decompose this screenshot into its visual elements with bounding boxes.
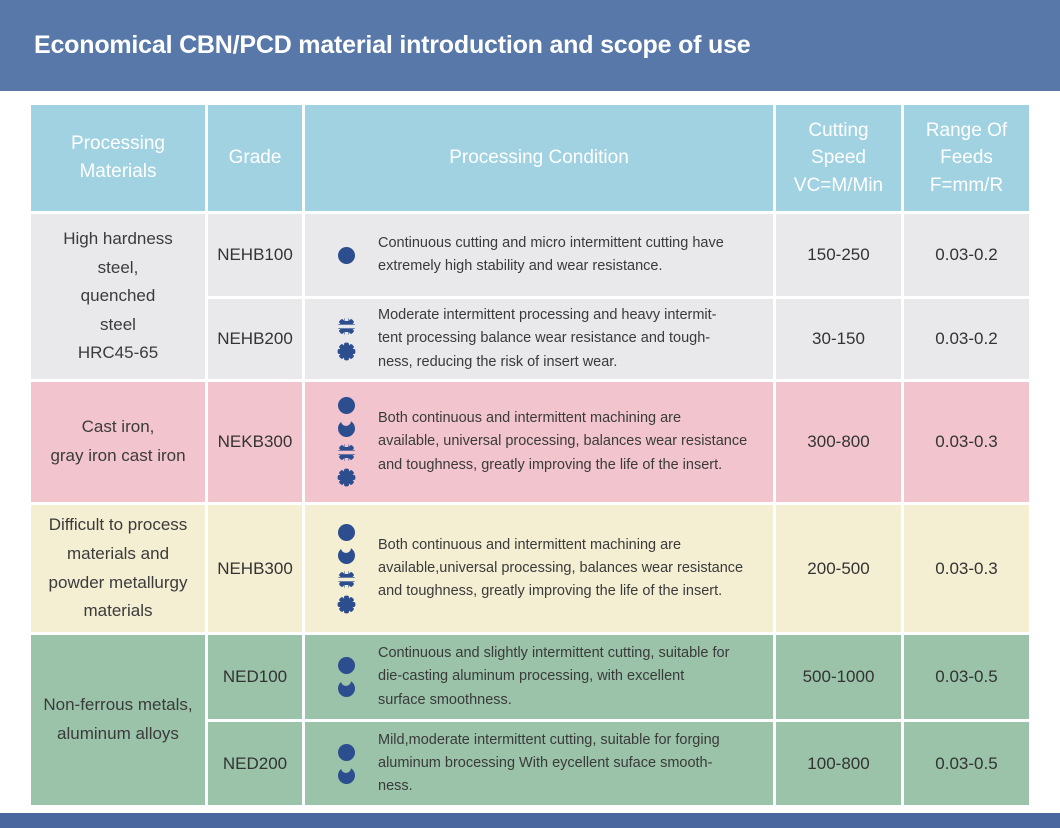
cutting-type-icons bbox=[331, 743, 361, 784]
table-row: NEHB200 bbox=[31, 299, 1029, 379]
moderate-interrupted-cutting-icon bbox=[336, 317, 356, 336]
processing-condition-cell: Both continuous and intermittent machini… bbox=[305, 505, 773, 632]
feed-range-cell: 0.03-0.5 bbox=[904, 635, 1029, 719]
cutting-speed-cell: 100-800 bbox=[776, 722, 901, 805]
grade-cell: NED200 bbox=[208, 722, 302, 805]
table-row: High hardness steel, quenched steel HRC4… bbox=[31, 214, 1029, 379]
heavy-interrupted-cutting-icon bbox=[337, 342, 356, 361]
continuous-cutting-icon bbox=[337, 523, 355, 541]
cutting-speed-cell: 500-1000 bbox=[776, 635, 901, 719]
moderate-interrupted-cutting-icon bbox=[336, 443, 356, 462]
page-title: Economical CBN/PCD material introduction… bbox=[34, 31, 751, 59]
column-header-grade: Grade bbox=[208, 105, 302, 211]
processing-condition-cell: Continuous and slightly intermittent cut… bbox=[305, 635, 773, 719]
light-interrupted-cutting-icon bbox=[337, 762, 355, 784]
light-interrupted-cutting-icon bbox=[337, 676, 355, 697]
heavy-interrupted-cutting-icon bbox=[337, 595, 356, 614]
material-cell: High hardness steel, quenched steel HRC4… bbox=[31, 214, 205, 379]
continuous-cutting-icon bbox=[337, 657, 355, 674]
condition-description: Moderate intermittent processing and hea… bbox=[378, 307, 717, 370]
group-cast-iron: Cast iron, gray iron cast iron NEKB300 bbox=[31, 382, 1029, 502]
feed-range-cell: 0.03-0.2 bbox=[904, 214, 1029, 296]
material-cell: Non-ferrous metals, aluminum alloys bbox=[31, 635, 205, 805]
condition-description: Both continuous and intermittent machini… bbox=[378, 410, 748, 473]
grade-cell: NEHB300 bbox=[208, 505, 302, 632]
continuous-cutting-icon bbox=[337, 397, 355, 414]
material-cell: Difficult to process materials and powde… bbox=[31, 505, 205, 632]
condition-description: Mild,moderate intermittent cutting, suit… bbox=[378, 731, 720, 795]
group-high-hardness-steel: High hardness steel, quenched steel HRC4… bbox=[31, 214, 1029, 379]
heavy-interrupted-cutting-icon bbox=[337, 468, 356, 487]
group-non-ferrous-metals: Non-ferrous metals, aluminum alloys NED1… bbox=[31, 635, 1029, 805]
title-banner: Economical CBN/PCD material introduction… bbox=[0, 0, 1060, 91]
column-header-cutting-speed: Cutting Speed VC=M/Min bbox=[776, 105, 901, 211]
light-interrupted-cutting-icon bbox=[337, 542, 355, 564]
column-header-processing-materials: Processing Materials bbox=[31, 105, 205, 211]
materials-table: Processing Materials Grade Processing Co… bbox=[28, 102, 1032, 808]
cutting-type-icons bbox=[331, 397, 361, 487]
cutting-speed-cell: 30-150 bbox=[776, 299, 901, 379]
cutting-type-icons bbox=[331, 246, 361, 264]
condition-description: Both continuous and intermittent machini… bbox=[378, 536, 744, 600]
cutting-speed-cell: 300-800 bbox=[776, 382, 901, 502]
column-header-processing-condition: Processing Condition bbox=[305, 105, 773, 211]
processing-condition-cell: Continuous cutting and micro intermitten… bbox=[305, 214, 773, 296]
table-row: NED200 Mild,moderate intermittent cuttin… bbox=[31, 722, 1029, 805]
column-header-range-of-feeds: Range Of Feeds F=mm/R bbox=[904, 105, 1029, 211]
grade-cell: NEHB200 bbox=[208, 299, 302, 379]
condition-description: Continuous cutting and micro intermitten… bbox=[378, 234, 724, 274]
group-difficult-materials: Difficult to process materials and powde… bbox=[31, 505, 1029, 632]
cutting-type-icons bbox=[331, 317, 361, 361]
light-interrupted-cutting-icon bbox=[337, 416, 355, 437]
condition-description: Continuous and slightly intermittent cut… bbox=[378, 645, 730, 708]
cutting-type-icons bbox=[331, 657, 361, 697]
moderate-interrupted-cutting-icon bbox=[336, 569, 356, 589]
processing-condition-cell: Both continuous and intermittent machini… bbox=[305, 382, 773, 502]
feed-range-cell: 0.03-0.5 bbox=[904, 722, 1029, 805]
grade-cell: NED100 bbox=[208, 635, 302, 719]
table-row: Non-ferrous metals, aluminum alloys NED1… bbox=[31, 635, 1029, 805]
feed-range-cell: 0.03-0.3 bbox=[904, 382, 1029, 502]
footer-accent-bar bbox=[0, 813, 1060, 828]
table-row: Cast iron, gray iron cast iron NEKB300 bbox=[31, 382, 1029, 502]
processing-condition-cell: Mild,moderate intermittent cutting, suit… bbox=[305, 722, 773, 805]
table-header-row: Processing Materials Grade Processing Co… bbox=[31, 105, 1029, 211]
processing-condition-cell: Moderate intermittent processing and hea… bbox=[305, 299, 773, 379]
cutting-speed-cell: 150-250 bbox=[776, 214, 901, 296]
continuous-cutting-icon bbox=[337, 246, 355, 264]
grade-cell: NEHB100 bbox=[208, 214, 302, 296]
feed-range-cell: 0.03-0.3 bbox=[904, 505, 1029, 632]
feed-range-cell: 0.03-0.2 bbox=[904, 299, 1029, 379]
cutting-type-icons bbox=[331, 523, 361, 614]
cutting-speed-cell: 200-500 bbox=[776, 505, 901, 632]
table-row: Difficult to process materials and powde… bbox=[31, 505, 1029, 632]
continuous-cutting-icon bbox=[337, 743, 355, 761]
material-cell: Cast iron, gray iron cast iron bbox=[31, 382, 205, 502]
grade-cell: NEKB300 bbox=[208, 382, 302, 502]
